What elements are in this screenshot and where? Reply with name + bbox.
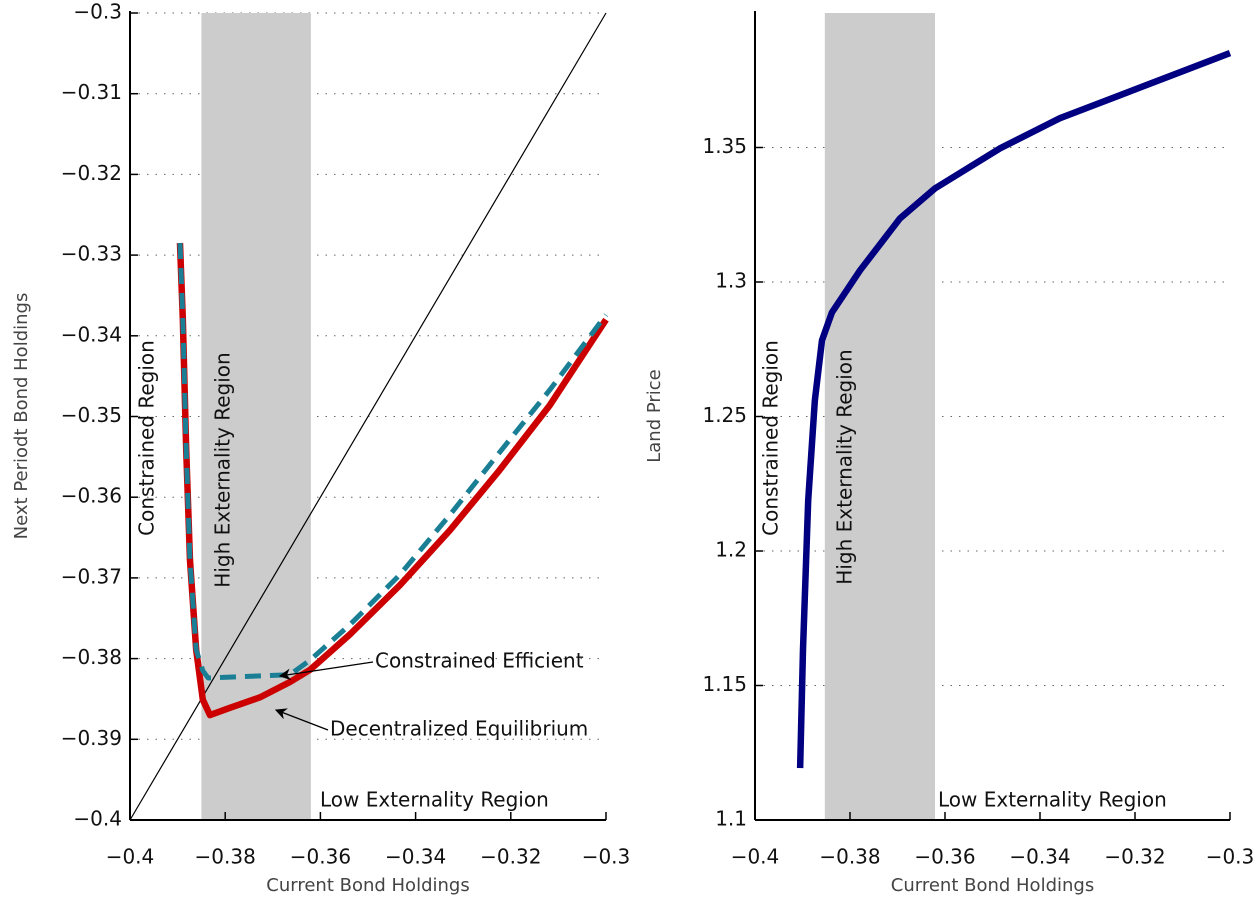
series-label: Decentralized Equilibrium bbox=[330, 717, 588, 741]
x-axis-label: Current Bond Holdings bbox=[891, 875, 1094, 896]
y-tick-label: −0.31 bbox=[61, 80, 122, 104]
region-label: High Externality Region bbox=[833, 349, 857, 584]
y-axis-label: Next Periodt Bond Holdings bbox=[11, 293, 32, 540]
y-tick-label: −0.39 bbox=[61, 726, 122, 750]
y-tick-label: −0.3 bbox=[73, 0, 122, 24]
region-label: Low Externality Region bbox=[320, 788, 549, 812]
x-tick-label: −0.4 bbox=[731, 845, 780, 869]
y-tick-label: −0.4 bbox=[73, 807, 122, 831]
annotation-arrow bbox=[278, 661, 374, 681]
region-label: Constrained Region bbox=[135, 340, 159, 536]
y-tick-label: 1.15 bbox=[702, 672, 747, 696]
region-shade bbox=[824, 13, 936, 820]
x-tick-label: −0.32 bbox=[1104, 845, 1165, 869]
y-tick-label: 1.1 bbox=[715, 807, 747, 831]
y-tick-label: −0.32 bbox=[61, 161, 122, 185]
x-tick-label: −0.38 bbox=[195, 845, 256, 869]
diagonal-line bbox=[129, 12, 607, 821]
x-tick-label: −0.34 bbox=[385, 845, 446, 869]
region-label: Constrained Region bbox=[759, 340, 783, 536]
series-label: Constrained Efficient bbox=[375, 649, 584, 673]
y-tick-label: −0.36 bbox=[61, 484, 122, 508]
y-tick-label: 1.3 bbox=[715, 269, 747, 293]
y-tick-label: −0.37 bbox=[61, 564, 122, 588]
series-line bbox=[796, 50, 1232, 769]
x-tick-label: −0.3 bbox=[1206, 845, 1255, 869]
y-tick-label: −0.33 bbox=[61, 242, 122, 266]
x-tick-label: −0.34 bbox=[1009, 845, 1070, 869]
annotation-arrow bbox=[274, 708, 329, 731]
x-axis-label: Current Bond Holdings bbox=[266, 875, 469, 896]
x-tick-label: −0.32 bbox=[480, 845, 541, 869]
y-tick-label: 1.25 bbox=[702, 403, 747, 427]
x-tick-label: −0.38 bbox=[819, 845, 880, 869]
x-tick-label: −0.4 bbox=[106, 845, 155, 869]
x-tick-label: −0.36 bbox=[290, 845, 351, 869]
y-tick-label: 1.35 bbox=[702, 134, 747, 158]
region-label: High Externality Region bbox=[211, 352, 235, 587]
y-axis-label: Land Price bbox=[644, 369, 665, 463]
y-tick-label: −0.38 bbox=[61, 645, 122, 669]
y-tick-label: −0.34 bbox=[61, 322, 122, 346]
x-tick-label: −0.3 bbox=[582, 845, 631, 869]
region-label: Low Externality Region bbox=[938, 788, 1167, 812]
region-shade bbox=[201, 13, 311, 820]
x-tick-label: −0.36 bbox=[914, 845, 975, 869]
y-tick-label: 1.2 bbox=[715, 538, 747, 562]
y-tick-label: −0.35 bbox=[61, 403, 122, 427]
series-line bbox=[177, 242, 609, 681]
